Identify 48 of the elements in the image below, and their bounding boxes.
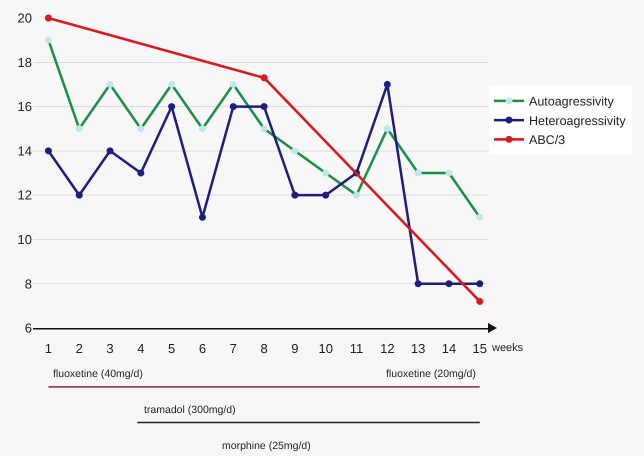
y-tick-label: 20 bbox=[18, 10, 32, 26]
point bbox=[476, 298, 484, 305]
y-tick-label: 16 bbox=[18, 99, 32, 114]
text: fluoxetine (20mg/d) bbox=[386, 368, 476, 380]
legend-label: Autoagressivity bbox=[529, 94, 615, 109]
point bbox=[414, 280, 422, 288]
text: morphine (25mg/d) bbox=[222, 440, 311, 452]
x-tick-label: 5 bbox=[168, 341, 176, 356]
x-tick-label: 7 bbox=[230, 341, 237, 356]
x-tick-label: 2 bbox=[76, 341, 83, 356]
y-tick-label: 6 bbox=[24, 320, 32, 336]
point bbox=[291, 192, 298, 199]
point bbox=[168, 103, 176, 110]
x-tick-label: 3 bbox=[106, 341, 114, 356]
point bbox=[476, 280, 484, 288]
y-tick-label: 14 bbox=[18, 143, 32, 158]
x-tick-label: 8 bbox=[260, 341, 268, 356]
x-tick-label: 4 bbox=[137, 341, 144, 356]
point bbox=[260, 74, 268, 82]
x-tick-label: 14 bbox=[442, 341, 456, 356]
x-axis-title: weeks bbox=[491, 342, 524, 354]
y-tick-label: 12 bbox=[18, 188, 32, 203]
x-tick-label: 1 bbox=[44, 341, 52, 356]
point bbox=[137, 170, 144, 176]
point bbox=[230, 103, 237, 110]
point bbox=[44, 14, 52, 22]
x-tick-label: 12 bbox=[380, 341, 395, 356]
point bbox=[384, 80, 391, 88]
point bbox=[76, 192, 83, 199]
text: fluoxetine (40mg/d) bbox=[53, 368, 143, 380]
legend-label: ABC/3 bbox=[529, 133, 566, 148]
x-tick-label: 11 bbox=[350, 341, 364, 356]
x-tick-label: 13 bbox=[410, 341, 426, 356]
x-tick-label: 6 bbox=[198, 341, 206, 356]
point bbox=[44, 147, 52, 154]
x-tick-label: 10 bbox=[318, 341, 333, 356]
point bbox=[106, 147, 114, 154]
legend-label: Heteroagressivity bbox=[529, 114, 626, 128]
x-tick-label: 9 bbox=[291, 341, 299, 356]
x-tick-label: 15 bbox=[472, 341, 487, 356]
y-tick-label: 10 bbox=[18, 232, 32, 247]
point bbox=[198, 214, 206, 221]
point bbox=[322, 192, 330, 199]
point bbox=[260, 103, 268, 110]
y-tick-label: 8 bbox=[24, 276, 32, 292]
point bbox=[445, 280, 452, 288]
y-tick-label: 18 bbox=[18, 54, 32, 70]
text: tramadol (300mg/d) bbox=[144, 404, 236, 416]
